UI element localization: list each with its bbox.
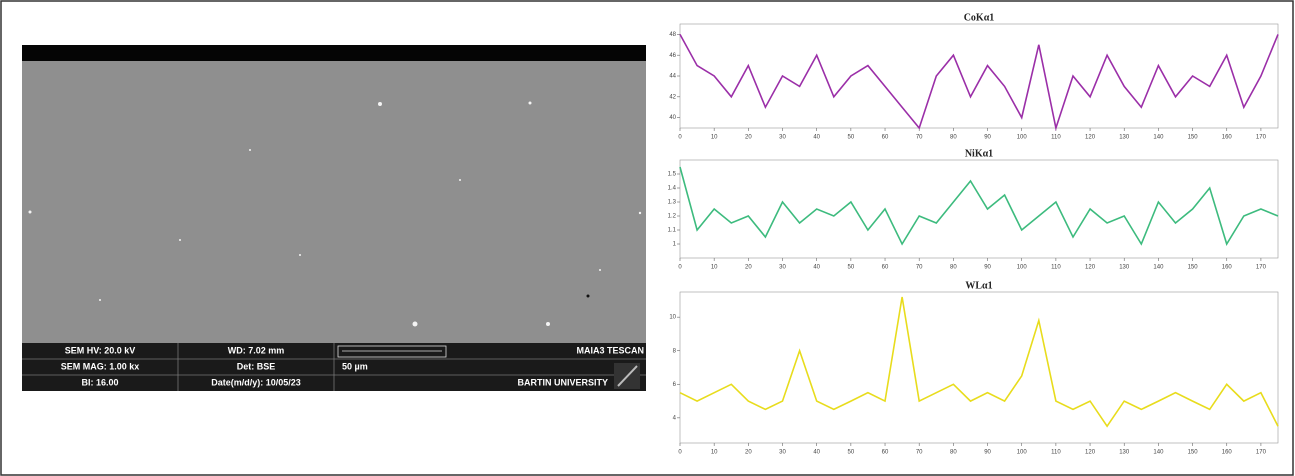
sem-org: BARTIN UNIVERSITY [517,377,608,387]
x-tick-label: 100 [1017,265,1028,271]
x-tick-label: 70 [916,135,923,141]
y-tick-label: 1.2 [668,214,677,220]
chart-title: WLα1 [965,280,992,291]
sem-bi: BI: 16.00 [81,377,118,387]
x-tick-label: 20 [745,265,752,271]
x-tick-label: 160 [1222,265,1233,271]
x-tick-label: 40 [813,450,820,456]
x-tick-label: 50 [848,450,855,456]
x-tick-label: 140 [1153,135,1164,141]
x-tick-label: 60 [882,450,889,456]
y-tick-label: 1.5 [668,172,677,178]
y-tick-label: 44 [669,74,676,80]
y-tick-label: 10 [669,315,676,321]
x-tick-label: 150 [1188,265,1199,271]
sem-scale-bar [337,345,447,358]
x-tick-label: 120 [1085,265,1096,271]
x-tick-label: 0 [678,450,682,456]
sem-wd: WD: 7.02 mm [228,345,285,355]
x-tick-label: 140 [1153,450,1164,456]
x-tick-label: 10 [711,135,718,141]
x-tick-label: 0 [678,135,682,141]
sem-det: Det: BSE [237,361,276,371]
x-tick-label: 80 [950,450,957,456]
chart-title: NiKα1 [965,148,993,159]
y-tick-label: 1 [673,242,677,248]
x-tick-label: 130 [1119,135,1130,141]
x-tick-label: 100 [1017,450,1028,456]
sem-top-layer [22,45,646,61]
x-tick-label: 30 [779,265,786,271]
chart-title: CoKα1 [964,12,995,23]
sem-logo-mark [617,365,638,387]
x-tick-label: 100 [1017,135,1028,141]
y-tick-label: 1.3 [668,200,677,206]
x-tick-label: 120 [1085,450,1096,456]
y-tick-label: 4 [673,415,677,421]
x-tick-label: 110 [1051,450,1061,456]
sem-mag: SEM MAG: 1.00 kx [61,361,140,371]
x-tick-label: 40 [813,135,820,141]
y-tick-label: 48 [669,32,676,38]
x-tick-label: 150 [1188,135,1199,141]
x-tick-label: 170 [1256,135,1267,141]
x-tick-label: 20 [745,450,752,456]
sem-image [22,45,646,345]
plot-area [679,159,1279,259]
x-tick-label: 0 [678,265,682,271]
sem-info-grid [22,343,646,391]
x-tick-label: 120 [1085,135,1096,141]
x-tick-label: 30 [779,135,786,141]
x-tick-label: 10 [711,450,718,456]
y-tick-label: 46 [669,53,676,59]
x-tick-label: 70 [916,265,923,271]
data-line [679,166,1279,246]
x-tick-label: 60 [882,265,889,271]
x-tick-label: 160 [1222,135,1233,141]
x-tick-label: 140 [1153,265,1164,271]
x-tick-label: 130 [1119,265,1130,271]
x-tick-label: 70 [916,450,923,456]
x-tick-label: 110 [1051,265,1061,271]
plot-area [679,23,1279,129]
sem-brand: MAIA3 TESCAN [576,345,644,355]
sem-date: Date(m/d/y): 10/05/23 [211,377,301,387]
x-tick-label: 90 [984,135,991,141]
x-tick-label: 90 [984,265,991,271]
data-line [679,34,1279,132]
x-tick-label: 130 [1119,450,1130,456]
y-tick-label: 1.1 [668,228,677,234]
x-tick-label: 170 [1256,265,1267,271]
y-tick-label: 8 [673,348,677,354]
plot-area [679,291,1279,444]
x-tick-label: 110 [1051,135,1061,141]
x-tick-label: 20 [745,135,752,141]
x-tick-label: 60 [882,135,889,141]
x-tick-label: 80 [950,135,957,141]
sem-hv: SEM HV: 20.0 kV [65,345,136,355]
y-tick-label: 42 [669,94,676,100]
x-tick-label: 80 [950,265,957,271]
x-tick-label: 50 [848,265,855,271]
x-tick-label: 10 [711,265,718,271]
x-tick-label: 40 [813,265,820,271]
x-tick-label: 30 [779,450,786,456]
sem-dark-spot [586,294,590,298]
y-tick-label: 1.4 [668,186,677,192]
x-tick-label: 160 [1222,450,1233,456]
x-tick-label: 90 [984,450,991,456]
sem-scale: 50 µm [342,361,368,371]
y-tick-label: 40 [669,115,676,121]
x-tick-label: 50 [848,135,855,141]
y-tick-label: 6 [673,382,677,388]
data-line [679,296,1279,428]
x-tick-label: 170 [1256,450,1267,456]
x-tick-label: 150 [1188,450,1199,456]
sem-speckles [28,101,642,327]
